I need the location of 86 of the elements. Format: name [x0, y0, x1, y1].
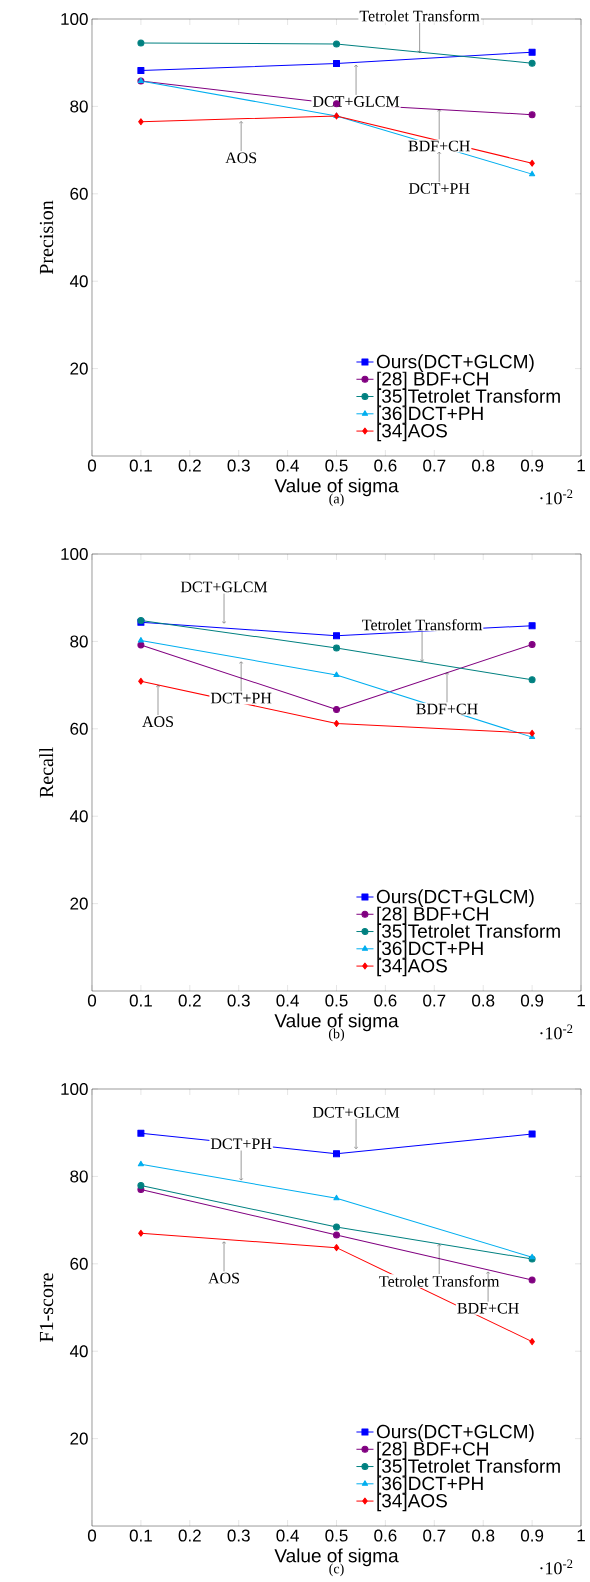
x-tick-label: 0.6 — [374, 1529, 397, 1542]
annotation: Tetrolet Transform — [359, 10, 480, 22]
x-tick-label: 0.2 — [178, 994, 201, 1007]
x-tick-label: 0.3 — [227, 459, 250, 472]
text: ·10$^{-2}$ — [540, 1024, 573, 1040]
legend-label: [28] BDF+CH — [377, 906, 488, 925]
x-tick-label: 0.7 — [423, 1529, 446, 1542]
annotation: DCT+GLCM — [180, 581, 268, 593]
annotation: DCT+GLCM — [312, 1106, 400, 1118]
legend-label: Ours(DCT+GLCM) — [376, 354, 534, 373]
y-tick-label: 60 — [70, 1257, 88, 1270]
text: (c) — [329, 1563, 344, 1577]
x-tick-label: 0.2 — [178, 1529, 201, 1542]
annotation: AOS — [142, 716, 174, 728]
y-tick-label: 100 — [61, 547, 88, 561]
y-tick-label: 20 — [70, 897, 88, 910]
x-tick-label: 0.4 — [276, 1529, 299, 1542]
x-tick-label: 0 — [87, 1529, 97, 1542]
x-tick-label: 0.1 — [129, 459, 152, 472]
y-tick-label: 80 — [70, 1170, 88, 1183]
y-tick-label: 20 — [70, 362, 88, 375]
y-tick-label: 60 — [70, 722, 88, 735]
x-tick-label: 0.8 — [472, 994, 495, 1007]
x-tick-label: 1 — [577, 459, 585, 472]
annotation: Tetrolet Transform — [379, 1275, 500, 1287]
text: (b) — [328, 1028, 345, 1042]
y-axis-title: F1-score — [39, 1273, 54, 1342]
legend-label: [28] BDF+CH — [377, 371, 488, 390]
y-tick-label: 40 — [69, 1345, 88, 1358]
x-tick-label: 0.6 — [374, 459, 397, 472]
annotation: AOS — [208, 1272, 240, 1284]
x-tick-label: 0.1 — [129, 994, 152, 1007]
x-tick-label: 0.5 — [325, 1529, 348, 1542]
legend-label: [36]DCT+PH — [377, 1476, 483, 1494]
legend-label: [36]DCT+PH — [377, 406, 483, 424]
legend-label: [35]Tetrolet Transform — [377, 388, 560, 407]
x-tick-label: 0 — [87, 994, 97, 1007]
annotation: BDF+CH — [416, 703, 478, 715]
y-tick-label: 40 — [69, 275, 88, 288]
y-tick-label: 60 — [70, 187, 88, 200]
legend-label: Ours(DCT+GLCM) — [376, 889, 534, 908]
legend-label: [35]Tetrolet Transform — [377, 923, 560, 942]
annotation: DCT+GLCM — [312, 96, 400, 107]
y-axis-title: Precision — [39, 200, 54, 275]
x-tick-label: 0.2 — [178, 459, 201, 472]
legend-label: [34]AOS — [377, 958, 447, 977]
y-tick-label: 40 — [69, 810, 88, 823]
x-tick-label: 0 — [87, 459, 97, 472]
y-axis-title: Recall — [39, 747, 54, 798]
x-tick-label: 0.3 — [227, 994, 250, 1007]
y-tick-label: 20 — [70, 1432, 88, 1445]
x-tick-label: 0.9 — [520, 994, 544, 1007]
y-tick-label: 100 — [61, 1082, 88, 1096]
x-tick-label: 0.8 — [472, 459, 495, 472]
annotation: BDF+CH — [408, 140, 470, 152]
annotation: DCT+PH — [210, 1138, 272, 1150]
annotation: DCT+PH — [408, 183, 470, 194]
legend-label: [34]AOS — [377, 1493, 447, 1512]
x-tick-label: 0.7 — [423, 994, 446, 1007]
legend-label: [35]Tetrolet Transform — [377, 1458, 560, 1477]
x-tick-label: 0.5 — [325, 994, 348, 1007]
annotation: DCT+PH — [210, 692, 272, 704]
legend-label: [34]AOS — [377, 423, 447, 442]
x-tick-label: 0.6 — [374, 994, 397, 1007]
x-tick-label: 0.9 — [520, 459, 544, 472]
text: ·10$^{-2}$ — [540, 1559, 573, 1575]
annotation: BDF+CH — [457, 1302, 519, 1314]
text: ·10$^{-2}$ — [540, 489, 573, 505]
annotation: Tetrolet Transform — [362, 618, 483, 631]
y-tick-label: 80 — [70, 635, 88, 648]
x-tick-label: 0.5 — [325, 459, 348, 472]
y-tick-label: 100 — [61, 12, 88, 26]
x-tick-label: 0.3 — [227, 1529, 250, 1542]
x-tick-label: 1 — [577, 994, 585, 1007]
legend-label: [28] BDF+CH — [377, 1441, 488, 1460]
x-tick-label: 0.4 — [276, 994, 299, 1007]
x-tick-label: 0.8 — [472, 1529, 495, 1542]
y-tick-label: 80 — [70, 100, 88, 113]
x-tick-label: 0.7 — [423, 459, 446, 472]
x-tick-label: 1 — [577, 1529, 585, 1542]
x-tick-label: 0.4 — [276, 459, 299, 472]
x-tick-label: 0.1 — [129, 1529, 152, 1542]
x-tick-label: 0.9 — [520, 1529, 544, 1542]
annotation: AOS — [225, 152, 257, 164]
legend-label: Ours(DCT+GLCM) — [376, 1424, 534, 1443]
legend-label: [36]DCT+PH — [377, 941, 483, 959]
